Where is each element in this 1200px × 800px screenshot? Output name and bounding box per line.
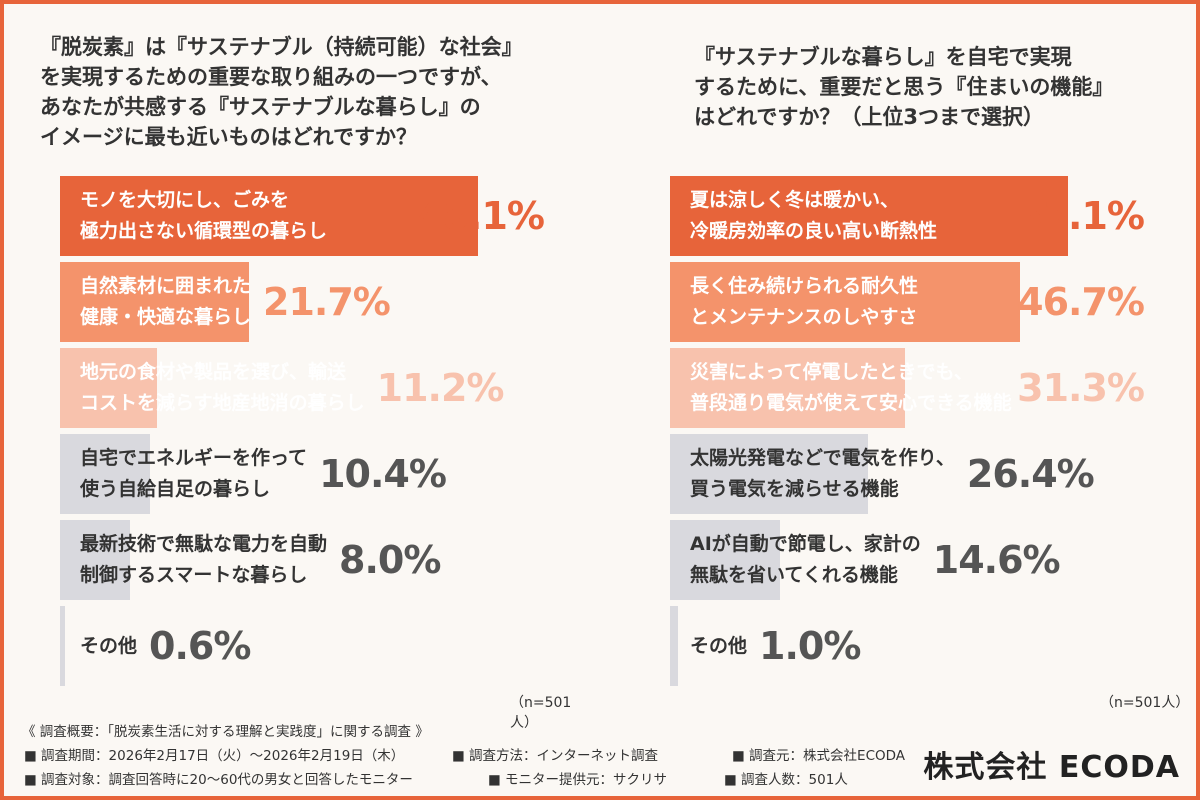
left-bar-value-label: 48.1% — [417, 194, 545, 238]
left-bar — [60, 434, 151, 514]
right-bar — [670, 434, 868, 514]
left-bar-value-label: 0.6% — [149, 624, 251, 668]
left-bar-row: 自然素材に囲まれた 健康・快適な暮らし 21.7% — [60, 262, 580, 342]
right-bar — [670, 176, 1069, 256]
right-chart-panel: 『サステナブルな暮らし』を自宅で実現 するために、重要だと思う『住まいの機能』 … — [604, 4, 1190, 714]
infographic-frame: 『脱炭素』は『サステナブル（持続可能）な社会』 を実現するための重要な取り組みの… — [4, 4, 1196, 796]
right-bar-category-label: 夏は涼しく冬は暖かい、 冷暖房効率の良い高い断熱性 — [690, 189, 938, 242]
left-bar-value-label: 11.2% — [376, 366, 505, 410]
right-bar-value-label: 14.6% — [932, 538, 1061, 582]
survey-method: ■ 調査方法：インターネット調査 — [452, 748, 659, 764]
right-bar-row: 長く住み続けられる耐久性 とメンテナンスのしやすさ 46.7% — [670, 262, 1190, 342]
survey-summary-title: 《 調査概要：「脱炭素生活に対する理解と実践度」に関する調査 》 — [22, 724, 429, 740]
left-bar-row: 地元の食材や製品を選び、輸送 コストを減らす地産地消の暮らし 11.2% — [60, 348, 580, 428]
left-bar-row: 最新技術で無駄な電力を自動 制御するスマートな暮らし 8.0% — [60, 520, 580, 600]
left-bar-row: モノを大切にし、ごみを 極力出さない循環型の暮らし 48.1% — [60, 176, 580, 256]
left-bar — [60, 176, 479, 256]
survey-period: ■ 調査期間：2026年2月17日（火）〜2026年2月19日（木） — [24, 748, 405, 764]
right-chart-question: 『サステナブルな暮らし』を自宅で実現 するために、重要だと思う『住まいの機能』 … — [694, 45, 1114, 129]
right-bar — [670, 262, 1021, 342]
left-bar — [60, 262, 249, 342]
right-bar-value-label: 53.1% — [1017, 194, 1145, 238]
right-bar-category-label: 太陽光発電などで電気を作り、 買う電気を減らせる機能 — [690, 447, 955, 500]
left-bar-value-label: 21.7% — [263, 280, 391, 324]
left-bar-value-label: 8.0% — [339, 538, 441, 582]
right-bar-category-label: その他 — [690, 634, 748, 657]
left-bar-category-label: その他 — [80, 634, 138, 657]
left-bar — [60, 606, 66, 686]
right-bar — [670, 520, 780, 600]
survey-target: ■ 調査対象：調査回答時に20〜60代の男女と回答したモニター — [24, 772, 413, 788]
right-bar-row: 災害によって停電したときでも、 普段通り電気が使えて安心できる機能 31.3% — [670, 348, 1190, 428]
survey-monitor-provider: ■ モニター提供元：サクリサ — [488, 772, 668, 788]
left-bar-row: 自宅でエネルギーを作って 使う自給自足の暮らし 10.4% — [60, 434, 580, 514]
right-bar-category-label: 長く住み続けられる耐久性 とメンテナンスのしやすさ — [690, 275, 919, 328]
right-bar-row: 夏は涼しく冬は暖かい、 冷暖房効率の良い高い断熱性 53.1% — [670, 176, 1190, 256]
right-bar — [670, 348, 905, 428]
left-bar-row: その他 0.6% — [60, 606, 580, 686]
right-bar-value-label: 1.0% — [759, 624, 861, 668]
right-bar-row: その他 1.0% — [670, 606, 1190, 686]
survey-respondent-count: ■ 調査人数：501人 — [724, 772, 848, 788]
right-bar-row: AIが自動で節電し、家計の 無駄を省いてくれる機能 14.6% — [670, 520, 1190, 600]
right-bar — [670, 606, 678, 686]
company-logo-text: 株式会社 ECODA — [923, 750, 1180, 785]
right-bar-category-label: 災害によって停電したときでも、 普段通り電気が使えて安心できる機能 — [690, 361, 1012, 414]
left-chart-panel: 『脱炭素』は『サステナブル（持続可能）な社会』 を実現するための重要な取り組みの… — [4, 4, 584, 731]
left-bar-category-label: 自宅でエネルギーを作って 使う自給自足の暮らし — [80, 447, 308, 500]
left-bar-category-label: 最新技術で無駄な電力を自動 制御するスマートな暮らし — [80, 533, 328, 586]
right-bar-category-label: AIが自動で節電し、家計の 無駄を省いてくれる機能 — [690, 533, 921, 586]
right-bar-value-label: 46.7% — [1017, 280, 1145, 324]
left-bar — [60, 520, 130, 600]
survey-summary-footer: 《 調査概要：「脱炭素生活に対する理解と実践度」に関する調査 》 ■ 調査期間：… — [4, 714, 1196, 796]
left-chart-question: 『脱炭素』は『サステナブル（持続可能）な社会』 を実現するための重要な取り組みの… — [40, 35, 523, 149]
right-bar-value-label: 31.3% — [1017, 366, 1145, 410]
left-bar-category-label: モノを大切にし、ごみを 極力出さない循環型の暮らし — [80, 189, 328, 242]
right-bar-row: 太陽光発電などで電気を作り、 買う電気を減らせる機能 26.4% — [670, 434, 1190, 514]
left-sample-size-note: （n=501人） — [510, 695, 572, 731]
left-bar-category-label: 自然素材に囲まれた 健康・快適な暮らし — [80, 275, 252, 328]
right-bar-value-label: 26.4% — [966, 452, 1095, 496]
left-bar — [60, 348, 158, 428]
survey-source: ■ 調査元：株式会社ECODA — [732, 748, 906, 764]
right-sample-size-note: （n=501人） — [1100, 695, 1190, 711]
left-bar-value-label: 10.4% — [319, 452, 447, 496]
left-bar-category-label: 地元の食材や製品を選び、輸送 コストを減らす地産地消の暮らし — [80, 361, 365, 414]
